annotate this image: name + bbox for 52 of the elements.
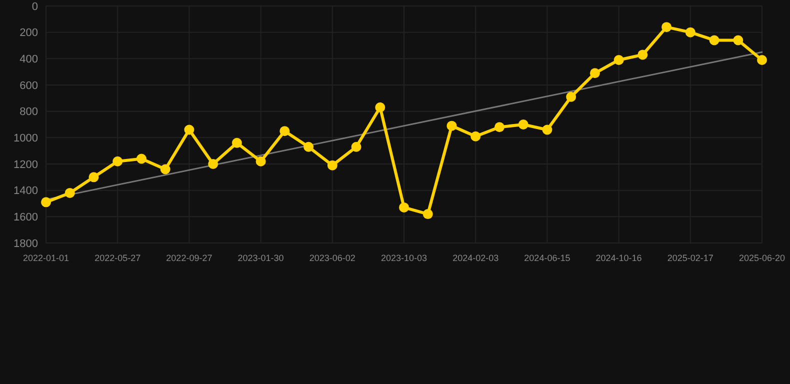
point [327, 160, 338, 170]
point [41, 197, 51, 208]
point [542, 124, 552, 135]
y-tick-label: 0 [32, 0, 38, 13]
point [709, 35, 720, 46]
point [662, 22, 672, 32]
x-tick-label: 2024-10-16 [596, 253, 642, 263]
y-tick-label: 600 [20, 80, 38, 92]
point [422, 209, 433, 220]
y-tick-label: 1600 [14, 212, 38, 224]
point [638, 50, 648, 60]
point [614, 54, 624, 65]
point [208, 159, 218, 169]
x-tick-label: 2025-02-17 [667, 253, 714, 263]
point [232, 138, 242, 148]
point [160, 164, 170, 174]
point [566, 92, 576, 102]
point [446, 120, 457, 131]
point [399, 202, 409, 212]
point [733, 35, 744, 46]
point [494, 122, 504, 132]
point [590, 68, 600, 78]
point [88, 172, 99, 182]
x-tick-label: 2023-06-02 [309, 253, 356, 263]
x-tick-label: 2024-02-03 [452, 253, 499, 263]
x-tick-label: 2022-09-27 [166, 253, 212, 263]
point [184, 124, 194, 135]
x-tick-label: 2022-05-27 [94, 253, 141, 263]
point [256, 156, 266, 166]
y-tick-label: 800 [20, 106, 38, 118]
y-tick-label: 200 [20, 27, 38, 40]
x-tick-label: 2024-06-15 [524, 253, 570, 263]
x-tick-label: 2023-10-03 [380, 253, 428, 263]
point [375, 102, 386, 112]
point [757, 54, 767, 65]
point [64, 188, 75, 198]
point [470, 131, 481, 142]
point [136, 154, 146, 164]
point [112, 156, 123, 166]
y-tick-label: 1200 [14, 158, 38, 171]
point [518, 120, 528, 130]
y-tick-label: 1800 [14, 238, 38, 250]
point [280, 126, 290, 136]
x-tick-label: 2023-01-30 [238, 253, 284, 263]
point [685, 27, 696, 38]
x-tick-label: 2025-06-20 [738, 253, 786, 263]
point [351, 142, 362, 152]
y-tick-label: 1000 [14, 132, 38, 145]
x-tick-label: 2022-01-01 [22, 253, 70, 263]
y-tick-label: 1400 [14, 185, 38, 198]
point [304, 142, 314, 152]
y-tick-label: 400 [20, 54, 38, 66]
